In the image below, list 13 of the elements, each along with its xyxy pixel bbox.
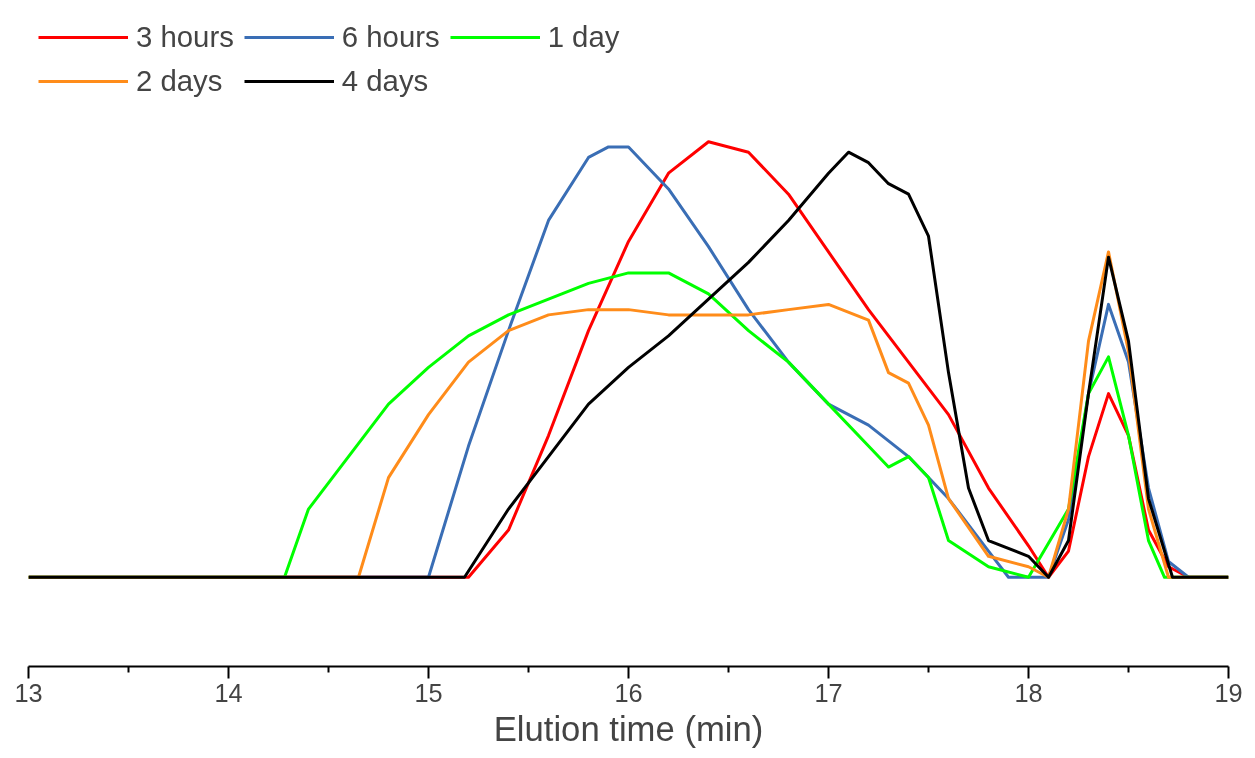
x-tick-label: 13 [14, 678, 43, 707]
x-tick-label: 15 [414, 678, 443, 707]
legend-label: 1 day [547, 20, 620, 54]
x-tick-label: 18 [1014, 678, 1043, 707]
x-tick-label: 14 [214, 678, 243, 707]
legend-label: 4 days [341, 64, 429, 98]
x-tick-label: 19 [1214, 678, 1243, 707]
legend-label: 3 hours [136, 20, 234, 54]
x-tick-label: 16 [614, 678, 643, 707]
x-tick-label: 17 [814, 678, 843, 707]
legend-label: 2 days [136, 64, 223, 98]
x-axis-title: Elution time (min) [493, 709, 764, 748]
legend-label: 6 hours [341, 20, 440, 54]
